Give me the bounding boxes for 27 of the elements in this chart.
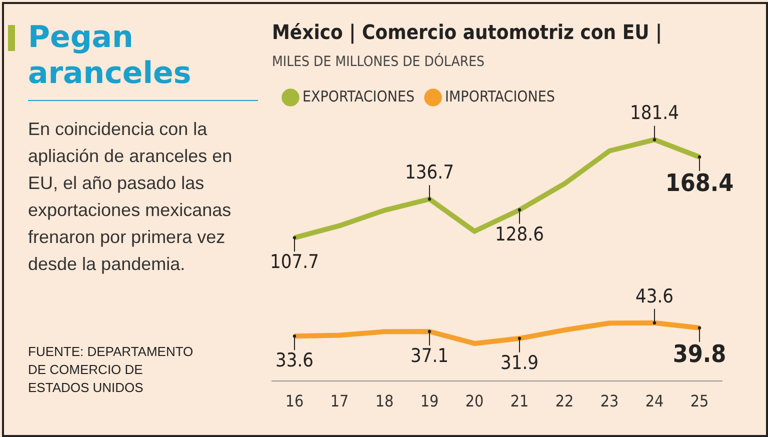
x-tick-label: 19 [420,392,439,411]
data-label: 37.1 [410,344,449,367]
x-tick-label: 22 [555,392,574,411]
x-tick-label: 23 [600,392,619,411]
x-tick-label: 21 [510,392,529,411]
data-label: 128.6 [495,223,544,246]
chart-title: Pegan aranceles [28,20,258,101]
legend-label: IMPORTACIONES [445,87,555,106]
x-tick-label: 16 [285,392,304,411]
data-label: 43.6 [635,285,674,308]
data-label: 181.4 [630,102,679,124]
data-label: 31.9 [500,352,539,374]
x-tick-label: 17 [330,392,349,411]
text: En coincidencia con la apliación de aranceles en EU, el año pasado las exportaciones mexicanas frenaron por primera vez desde la pandemia. [28,118,234,276]
data-label: 136.7 [405,162,454,184]
x-tick-label: 18 [375,392,394,411]
x-tick-label: 20 [465,392,484,411]
data-label: 39.8 [672,340,726,368]
text: México | Comercio automotriz con EU | [272,20,662,44]
data-label: 33.6 [275,350,314,372]
x-tick-label: 24 [645,392,664,411]
legend-label: EXPORTACIONES [302,87,415,106]
source-note: FUENTE: DEPARTAMENTO DE COMERCIO DE ESTADOS UNIDOS [28,343,194,397]
x-tick-label: 25 [690,392,709,411]
data-label: 168.4 [665,169,734,198]
data-label: 107.7 [270,251,319,274]
text: MILES DE MILLONES DE DÓLARES [272,54,485,70]
